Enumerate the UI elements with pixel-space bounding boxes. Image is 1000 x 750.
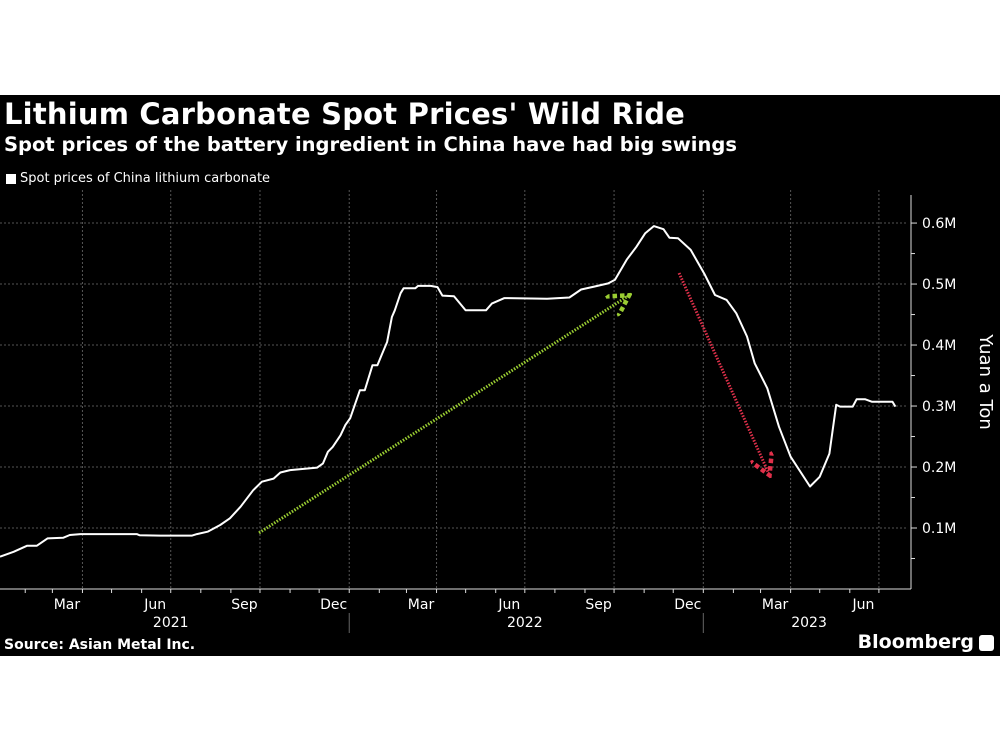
- legend-label: Spot prices of China lithium carbonate: [20, 171, 271, 186]
- price-series-line: [0, 225, 897, 558]
- x-month-label: Jun: [851, 597, 874, 613]
- chart-title: Lithium Carbonate Spot Prices' Wild Ride: [4, 97, 686, 131]
- x-year-label: 2021: [153, 615, 189, 631]
- falling-trend-arrow: [677, 272, 768, 472]
- x-month-label: Dec: [320, 597, 347, 613]
- legend: Spot prices of China lithium carbonate: [6, 171, 270, 186]
- x-month-label: Mar: [408, 597, 435, 613]
- chart-panel: 0.1M 0.2M 0.3M 0.4M 0.5M 0.6M Yuan a Ton Mar Jun…: [0, 95, 1000, 656]
- y-tick-label: 0.3M: [922, 399, 956, 415]
- x-month-label: Jun: [497, 597, 520, 613]
- rising-trend-arrow: [258, 297, 627, 535]
- x-month-label: Mar: [762, 597, 789, 613]
- bloomberg-logo: Bloomberg: [857, 631, 974, 653]
- y-tick-label: 0.1M: [922, 521, 956, 537]
- x-month-label: Mar: [54, 597, 81, 613]
- x-month-label: Jun: [143, 597, 166, 613]
- y-tick-label: 0.2M: [922, 460, 956, 476]
- y-tick-label: 0.4M: [922, 338, 956, 354]
- y-tick-label: 0.5M: [922, 277, 956, 293]
- x-year-label: 2022: [507, 615, 543, 631]
- line-chart: 0.1M 0.2M 0.3M 0.4M 0.5M 0.6M Yuan a Ton Mar Jun…: [0, 190, 996, 633]
- x-month-label: Sep: [231, 597, 258, 613]
- x-month-label: Dec: [674, 597, 701, 613]
- y-axis-label: Yuan a Ton: [975, 333, 996, 430]
- bloomberg-chart-icon: [979, 635, 994, 651]
- x-year-label: 2023: [791, 615, 827, 631]
- x-month-label: Sep: [585, 597, 612, 613]
- y-tick-label: 0.6M: [922, 216, 956, 232]
- legend-swatch: [6, 173, 16, 184]
- chart-subtitle: Spot prices of the battery ingredient in…: [4, 133, 737, 156]
- source-note: Source: Asian Metal Inc.: [4, 637, 196, 653]
